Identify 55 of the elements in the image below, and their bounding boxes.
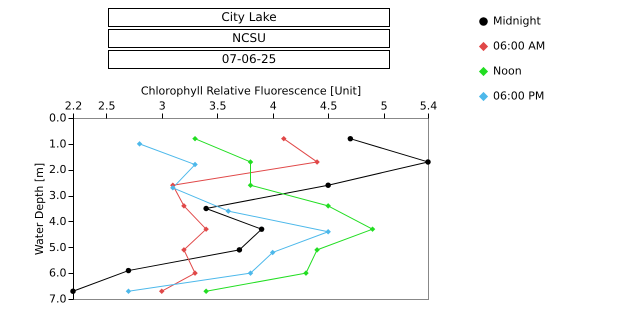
point bbox=[192, 162, 198, 168]
point bbox=[203, 206, 209, 212]
point bbox=[159, 288, 164, 294]
x-tick-label: 4.5 bbox=[320, 100, 338, 112]
x-tick-label: 3.5 bbox=[208, 100, 226, 112]
point bbox=[203, 226, 209, 232]
x-tick-label: 5 bbox=[380, 100, 388, 112]
legend-label: 06:00 AM bbox=[493, 40, 546, 52]
point bbox=[203, 288, 209, 294]
point bbox=[325, 203, 331, 209]
point bbox=[303, 270, 309, 276]
point bbox=[170, 185, 176, 191]
legend-label: Midnight bbox=[493, 14, 542, 28]
point bbox=[281, 136, 287, 142]
y-tick-label: 3.0 bbox=[49, 189, 66, 202]
y-tick-label: 1.0 bbox=[49, 137, 66, 150]
x-tick-label: 4 bbox=[270, 100, 277, 112]
legend-label: 06:00 PM bbox=[493, 90, 544, 102]
point bbox=[236, 247, 242, 253]
point bbox=[425, 159, 431, 165]
point bbox=[136, 141, 142, 147]
x-tick-label: 5.4 bbox=[420, 100, 438, 112]
point bbox=[192, 136, 198, 142]
point bbox=[348, 136, 354, 142]
point bbox=[370, 226, 376, 232]
chart-subtitle: NCSU bbox=[108, 29, 390, 48]
point bbox=[192, 270, 198, 276]
x-tick-label: 2.5 bbox=[98, 100, 116, 112]
point bbox=[226, 208, 232, 214]
point bbox=[248, 270, 254, 276]
point bbox=[181, 203, 187, 209]
point bbox=[325, 229, 331, 235]
point bbox=[314, 159, 320, 165]
x-axis-title: Chlorophyll Relative Fluorescence [Unit] bbox=[140, 84, 362, 98]
point bbox=[258, 226, 264, 232]
legend-label: Noon bbox=[493, 64, 522, 78]
y-tick-label: 0.0 bbox=[49, 112, 66, 124]
x-tick-label: 3 bbox=[158, 100, 166, 112]
y-tick-label: 2.0 bbox=[49, 163, 66, 176]
y-tick-label: 6.0 bbox=[49, 266, 66, 280]
point bbox=[126, 268, 132, 274]
point bbox=[126, 288, 132, 294]
point bbox=[270, 250, 276, 256]
point bbox=[248, 159, 254, 165]
y-tick-label: 7.0 bbox=[49, 292, 66, 306]
y-axis-title: Water Depth [m] bbox=[33, 162, 46, 256]
point bbox=[70, 288, 76, 294]
x-tick-label: 2.2 bbox=[64, 100, 82, 112]
y-tick-label: 5.0 bbox=[49, 240, 66, 254]
text: 07-06-25 bbox=[108, 50, 390, 69]
y-tick-label: 4.0 bbox=[49, 214, 66, 228]
point bbox=[325, 182, 331, 188]
point bbox=[181, 247, 187, 253]
point bbox=[314, 247, 320, 253]
chart-title: City Lake bbox=[108, 8, 390, 27]
